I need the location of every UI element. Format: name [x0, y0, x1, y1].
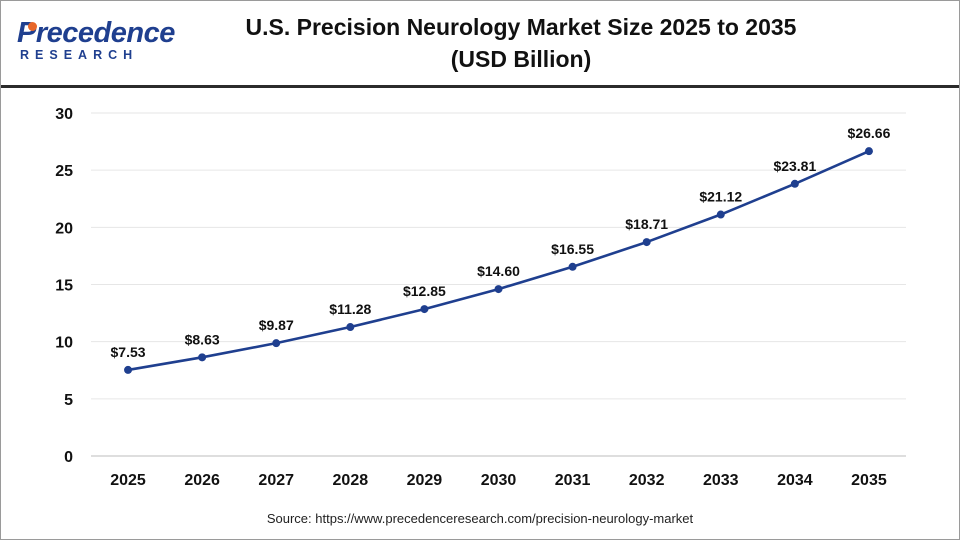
x-tick-label: 2025	[110, 472, 146, 489]
y-tick-label: 0	[64, 449, 73, 466]
data-point	[494, 285, 503, 294]
data-point	[864, 147, 873, 156]
logo-wordmark: Precedence	[17, 17, 175, 49]
x-tick-label: 2031	[555, 472, 591, 489]
x-tick-label: 2033	[703, 472, 739, 489]
y-tick-label: 15	[55, 278, 73, 295]
chart-title-line1: U.S. Precision Neurology Market Size 202…	[245, 14, 797, 40]
y-tick-label: 10	[55, 335, 73, 352]
chart-title-line2: (USD Billion)	[450, 46, 592, 72]
gridlines	[91, 112, 906, 400]
y-tick-label: 25	[55, 163, 73, 180]
data-label: $26.66	[848, 125, 891, 141]
logo-dot-icon	[28, 22, 37, 31]
data-label: $14.60	[477, 263, 520, 279]
brand-logo: Precedence RESEARCH	[17, 17, 175, 67]
data-label: $23.81	[773, 158, 816, 174]
series-layer	[124, 147, 873, 374]
data-label: $8.63	[185, 331, 220, 347]
data-point	[642, 238, 651, 247]
data-point	[198, 353, 207, 362]
series-line	[127, 149, 870, 372]
x-tick-label: 2027	[258, 472, 294, 489]
source-note: Source: https://www.precedenceresearch.c…	[266, 511, 694, 526]
data-point	[568, 262, 577, 271]
data-point	[716, 210, 725, 219]
data-point	[124, 365, 133, 374]
data-label: $7.53	[111, 344, 146, 360]
data-label: $21.12	[699, 189, 742, 205]
logo-subtitle: RESEARCH	[20, 48, 139, 62]
x-tick-label: 2026	[184, 472, 220, 489]
data-point	[272, 339, 281, 348]
data-label: $12.85	[403, 283, 446, 299]
data-label: $16.55	[551, 241, 594, 257]
x-tick-label: 2035	[851, 472, 887, 489]
x-tick-label: 2034	[777, 472, 813, 489]
chart-area: 0 5 10 15 20 25 30 2025 2026 2027 2028 2029 2030 2031…	[1, 91, 959, 503]
header: Precedence RESEARCH U.S. Precision Neuro…	[1, 1, 959, 85]
y-tick-label: 30	[55, 106, 73, 123]
data-point	[420, 305, 429, 314]
x-tick-label: 2028	[333, 472, 369, 489]
data-labels: $7.53 $8.63 $9.87 $11.28 $12.85 $14.60 $16.55 $…	[111, 125, 891, 360]
chart-title: U.S. Precision Neurology Market Size 202…	[201, 11, 841, 75]
x-tick-label: 2030	[481, 472, 517, 489]
data-label: $18.71	[625, 216, 668, 232]
header-divider	[1, 85, 959, 88]
data-point	[346, 323, 355, 332]
data-label: $11.28	[329, 301, 371, 317]
x-tick-label: 2029	[407, 472, 443, 489]
y-tick-label: 5	[64, 392, 73, 409]
data-point	[790, 179, 799, 188]
data-label: $9.87	[259, 317, 294, 333]
y-tick-label: 20	[55, 220, 73, 237]
x-tick-label: 2032	[629, 472, 665, 489]
